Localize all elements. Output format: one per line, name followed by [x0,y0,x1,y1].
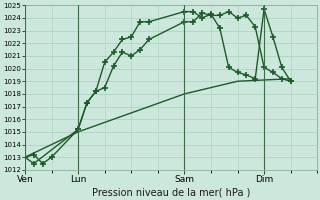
X-axis label: Pression niveau de la mer( hPa ): Pression niveau de la mer( hPa ) [92,187,250,197]
